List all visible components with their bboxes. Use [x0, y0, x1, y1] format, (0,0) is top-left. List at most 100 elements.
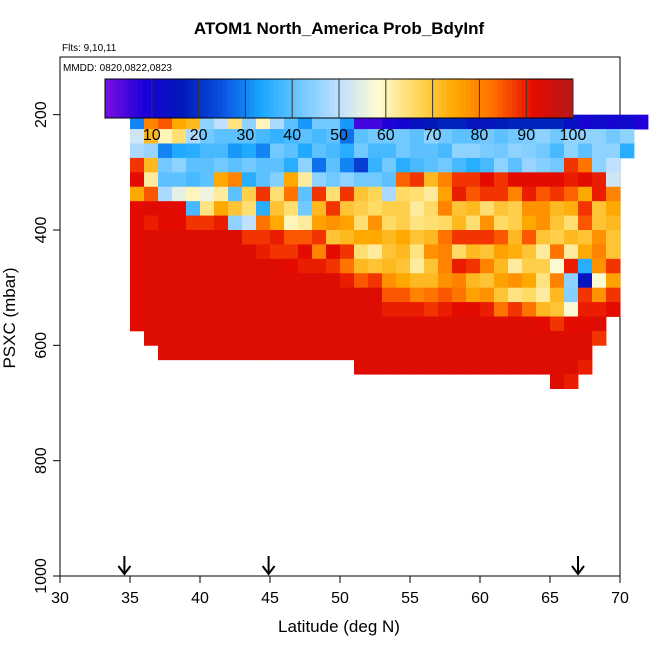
heatmap-cell: [144, 273, 159, 289]
heatmap-cell: [340, 186, 355, 202]
heatmap-cell: [158, 215, 173, 231]
heatmap-cell: [354, 172, 369, 188]
heatmap-cell: [130, 316, 145, 332]
heatmap-cell: [494, 143, 509, 159]
colorbar-swatch: [179, 79, 186, 118]
heatmap-cell: [438, 201, 453, 216]
heatmap-cell: [214, 258, 229, 274]
heatmap-cell: [410, 258, 425, 274]
heatmap-cell: [298, 129, 313, 144]
heatmap-cell: [186, 345, 201, 361]
heatmap-cell: [186, 143, 201, 159]
heatmap-cell: [340, 157, 355, 173]
heatmap-cell: [144, 287, 159, 303]
heatmap-cell: [242, 143, 257, 159]
heatmap-cell: [564, 157, 579, 173]
colorbar-swatch: [474, 79, 480, 118]
heatmap-cell: [522, 287, 537, 303]
heatmap-cell: [466, 143, 481, 159]
heatmap-cell: [242, 273, 257, 289]
heatmap-cell: [606, 287, 621, 303]
heatmap-cell: [382, 359, 397, 375]
heatmap-cell: [592, 143, 607, 159]
heatmap-cell: [270, 244, 285, 260]
heatmap-cell: [480, 258, 495, 274]
heatmap-cell: [452, 186, 467, 202]
heatmap-cell: [130, 244, 145, 260]
heatmap-cell: [396, 302, 411, 317]
heatmap-cell: [522, 186, 537, 202]
heatmap-cell: [424, 302, 439, 317]
heatmap-cell: [284, 172, 299, 188]
heatmap-cell: [410, 129, 425, 144]
heatmap-cell: [298, 230, 313, 245]
heatmap-cell: [312, 215, 327, 231]
heatmap-cell: [382, 273, 397, 289]
heatmap-cell: [536, 273, 551, 289]
heatmap-cell: [186, 215, 201, 231]
heatmap-cell: [438, 359, 453, 375]
heatmap-cell: [438, 186, 453, 202]
heatmap-cell: [494, 287, 509, 303]
heatmap-cell: [578, 215, 593, 231]
colorbar-swatch: [320, 79, 326, 118]
heatmap-cell: [200, 143, 215, 159]
heatmap-cell: [340, 273, 355, 289]
heatmap-cell: [326, 244, 341, 260]
heatmap-cell: [592, 230, 607, 245]
colorbar-swatch: [484, 79, 490, 118]
heatmap-cell: [242, 316, 257, 332]
heatmap-cell: [256, 172, 271, 188]
heatmap-cell: [368, 302, 383, 317]
heatmap-cell: [242, 157, 257, 173]
heatmap-cell: [480, 287, 495, 303]
colorbar-swatch: [357, 79, 363, 118]
x-tick-label: 50: [331, 590, 349, 607]
x-tick-label: 45: [261, 590, 279, 607]
heatmap-cell: [312, 287, 327, 303]
colorbar-swatch: [395, 79, 401, 118]
heatmap-cell: [564, 345, 579, 361]
heatmap-cell: [298, 201, 313, 216]
colorbar-swatch: [278, 79, 284, 118]
colorbar-swatch: [236, 79, 242, 118]
heatmap-cell: [410, 172, 425, 188]
heatmap-cell: [480, 201, 495, 216]
heatmap-cell: [326, 129, 341, 144]
heatmap-cell: [438, 143, 453, 159]
heatmap-cell: [424, 172, 439, 188]
heatmap-cell: [592, 157, 607, 173]
heatmap-cell: [564, 287, 579, 303]
heatmap-cell: [578, 316, 593, 332]
heatmap-cell: [536, 316, 551, 332]
heatmap-cell: [564, 273, 579, 289]
heatmap-cell: [592, 186, 607, 202]
colorbar-swatch: [147, 79, 153, 118]
heatmap-cell: [158, 316, 173, 332]
heatmap-cell: [144, 302, 159, 317]
heatmap-cell: [158, 186, 173, 202]
heatmap-cell: [508, 143, 523, 159]
heatmap-cell: [368, 330, 383, 346]
heatmap-cell: [158, 244, 173, 260]
heatmap-cell: [368, 129, 383, 144]
heatmap-cell: [480, 273, 495, 289]
heatmap-cell: [284, 230, 299, 245]
heatmap-cell: [438, 172, 453, 188]
heatmap-cell: [256, 273, 271, 289]
heatmap-cell: [564, 143, 579, 159]
heatmap-cell: [340, 316, 355, 332]
colorbar-tick-label: 80: [471, 127, 489, 144]
y-tick-label: 800: [33, 447, 50, 474]
heatmap-cell: [592, 273, 607, 289]
heatmap-cell: [158, 143, 173, 159]
heatmap-cell: [410, 330, 425, 346]
heatmap-cell: [410, 215, 425, 231]
heatmap-cell: [382, 143, 397, 159]
colorbar-swatch: [535, 79, 541, 118]
heatmap-cell: [382, 244, 397, 260]
heatmap-cell: [578, 157, 593, 173]
heatmap-cell: [522, 273, 537, 289]
colorbar-swatch: [502, 79, 508, 118]
